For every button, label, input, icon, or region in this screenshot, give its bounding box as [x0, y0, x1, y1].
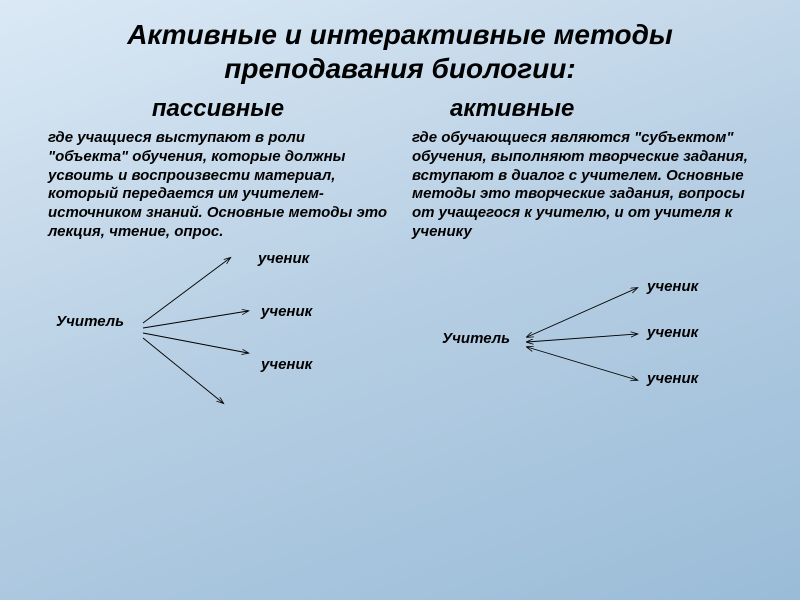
passive-column: пассивные где учащиеся выступают в роли … — [48, 95, 388, 432]
active-diagram: ученик Учитель ученик ученик — [412, 262, 752, 432]
slide: Активные и интерактивные методы преподав… — [0, 0, 800, 600]
passive-arrows-svg — [48, 248, 388, 418]
passive-text: где учащиеся выступают в роли "объекта" … — [48, 129, 388, 242]
active-text: где обучающиеся являются "субъектом" обу… — [412, 129, 752, 242]
active-column: активные где обучающиеся являются "субъе… — [412, 95, 752, 432]
passive-heading: пассивные — [48, 95, 388, 123]
active-arrows-svg — [412, 262, 752, 432]
slide-title: Активные и интерактивные методы преподав… — [0, 0, 800, 85]
title-line-1: Активные и интерактивные методы — [127, 19, 673, 50]
active-heading: активные — [412, 95, 752, 123]
passive-diagram: ученик Учитель ученик ученик — [48, 248, 388, 418]
columns: пассивные где учащиеся выступают в роли … — [0, 85, 800, 432]
title-line-2: преподавания биологии: — [224, 53, 575, 84]
